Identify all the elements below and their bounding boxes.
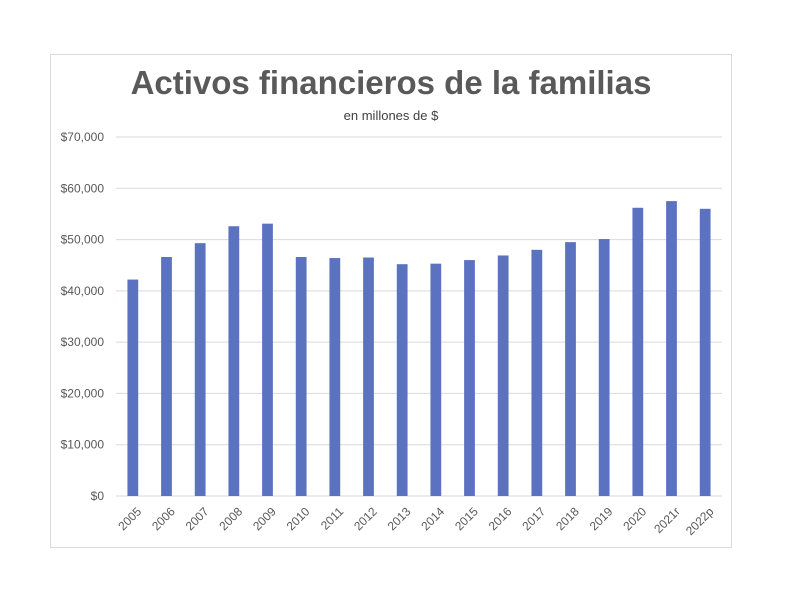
x-tick-label: 2009	[250, 504, 279, 533]
bar-2015	[464, 260, 475, 496]
x-tick-label: 2017	[519, 504, 548, 533]
x-tick-label: 2013	[385, 504, 414, 533]
y-tick-label: $40,000	[61, 284, 105, 298]
y-tick-label: $50,000	[61, 233, 105, 247]
x-tick-label: 2016	[486, 504, 515, 533]
x-tick-label: 2022p	[683, 504, 717, 538]
gridlines	[116, 136, 722, 497]
bar-2008	[228, 226, 240, 497]
bar-2006	[161, 257, 172, 496]
x-tick-label: 2019	[587, 504, 616, 533]
x-tick-label: 2020	[620, 504, 649, 533]
x-tick-label: 2006	[149, 504, 178, 533]
y-tick-label: $10,000	[61, 438, 105, 452]
bar-2021r	[666, 201, 677, 496]
y-tick-label: $60,000	[61, 181, 105, 195]
bar-2018	[565, 242, 576, 496]
bar-2017	[531, 249, 543, 496]
bar-2011	[329, 258, 341, 496]
x-tick-label: 2012	[351, 504, 380, 533]
x-tick-label: 2007	[183, 504, 212, 533]
x-tick-label: 2014	[418, 504, 447, 533]
x-tick-label: 2018	[553, 504, 582, 533]
x-tick-label: 2011	[318, 504, 346, 532]
bar-2005	[127, 279, 139, 496]
bar-2010	[295, 257, 307, 496]
bar-2009	[262, 223, 273, 496]
x-tick-label: 2010	[284, 504, 313, 533]
bar-2020	[632, 207, 644, 496]
x-tick-label: 2005	[115, 504, 144, 533]
x-axis-tick-labels: 2005 2006 2007 2008 2009 2010 2011 2012 2013 2014…	[115, 504, 716, 538]
x-tick-label: 2015	[452, 504, 481, 533]
bar-2014	[430, 263, 442, 496]
bar-2022p	[699, 208, 711, 497]
bar-2016	[497, 255, 509, 496]
y-tick-label: $70,000	[61, 130, 105, 144]
bars	[127, 201, 711, 497]
y-tick-label: $0	[91, 489, 105, 503]
y-tick-label: $30,000	[61, 335, 105, 349]
y-tick-label: $20,000	[61, 386, 105, 400]
bar-2012	[363, 257, 374, 496]
x-tick-label: 2008	[216, 504, 245, 533]
bar-2013	[396, 264, 408, 496]
chart-title: Activos financieros de la familias	[130, 64, 652, 101]
bar-2007	[194, 243, 206, 496]
chart-subtitle: en millones de $	[343, 108, 439, 123]
y-axis-tick-labels: $0 $10,000 $20,000 $30,000 $40,000 $50,000 $60…	[61, 130, 105, 503]
x-tick-label: 2021r	[651, 504, 683, 536]
bar-2019	[598, 239, 610, 496]
